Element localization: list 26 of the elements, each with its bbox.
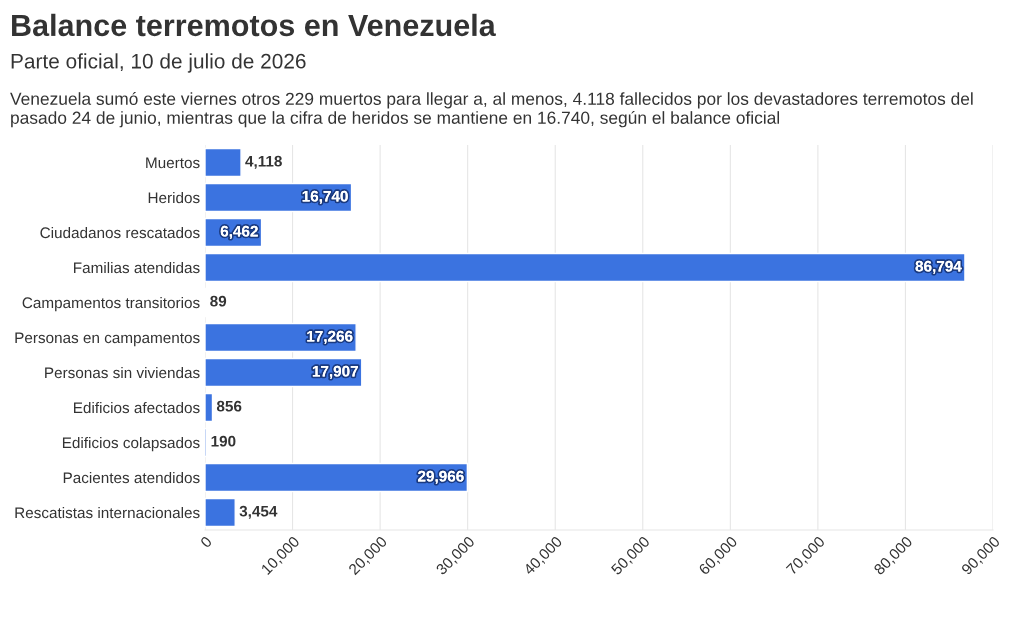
data-label: 89 xyxy=(210,295,227,307)
y-tick-label: Campamentos transitorios xyxy=(22,296,200,312)
data-label: 86,794 xyxy=(915,260,962,274)
data-label: 856 xyxy=(216,400,242,412)
y-tick-label: Personas en campamentos xyxy=(15,332,200,347)
data-label: 6,462 xyxy=(220,225,258,239)
y-tick-label: Muertos xyxy=(146,157,200,169)
data-label: 3,454 xyxy=(239,505,278,519)
data-label: 29,966 xyxy=(418,470,464,484)
data-label: 16,740 xyxy=(302,190,348,204)
y-tick-label: Rescatistas internacionales xyxy=(15,506,200,519)
y-tick-label: Edificios afectados xyxy=(74,401,200,414)
y-tick-label: Personas sin viviendas xyxy=(45,366,200,379)
y-tick-label: Heridos xyxy=(148,191,200,204)
x-tick-label: 0 xyxy=(199,535,213,549)
text: Venezuela sumó este viernes otros 229 muertos para llegar a, al menos, 4.118 fallecidos por los devastadores terremotos del pasado 24 de junio, mientras que la cifra de heridos se mantiene en 16.740, según el balance oficial xyxy=(10,92,973,128)
data-label: 17,907 xyxy=(312,365,358,379)
y-tick-label: Familias atendidas xyxy=(74,261,200,274)
data-label: 190 xyxy=(211,435,236,447)
chart-subtitle: Parte oficial, 10 de julio de 2026 xyxy=(11,53,306,73)
y-tick-label: Ciudadanos rescatados xyxy=(40,226,200,239)
y-tick-label: Edificios colapsados xyxy=(62,436,200,452)
y-tick-label: Pacientes atendidos xyxy=(63,471,200,484)
chart-title: Balance terremotos en Venezuela xyxy=(12,13,496,37)
data-label: 4,118 xyxy=(245,155,282,169)
data-label: 17,266 xyxy=(307,330,353,344)
